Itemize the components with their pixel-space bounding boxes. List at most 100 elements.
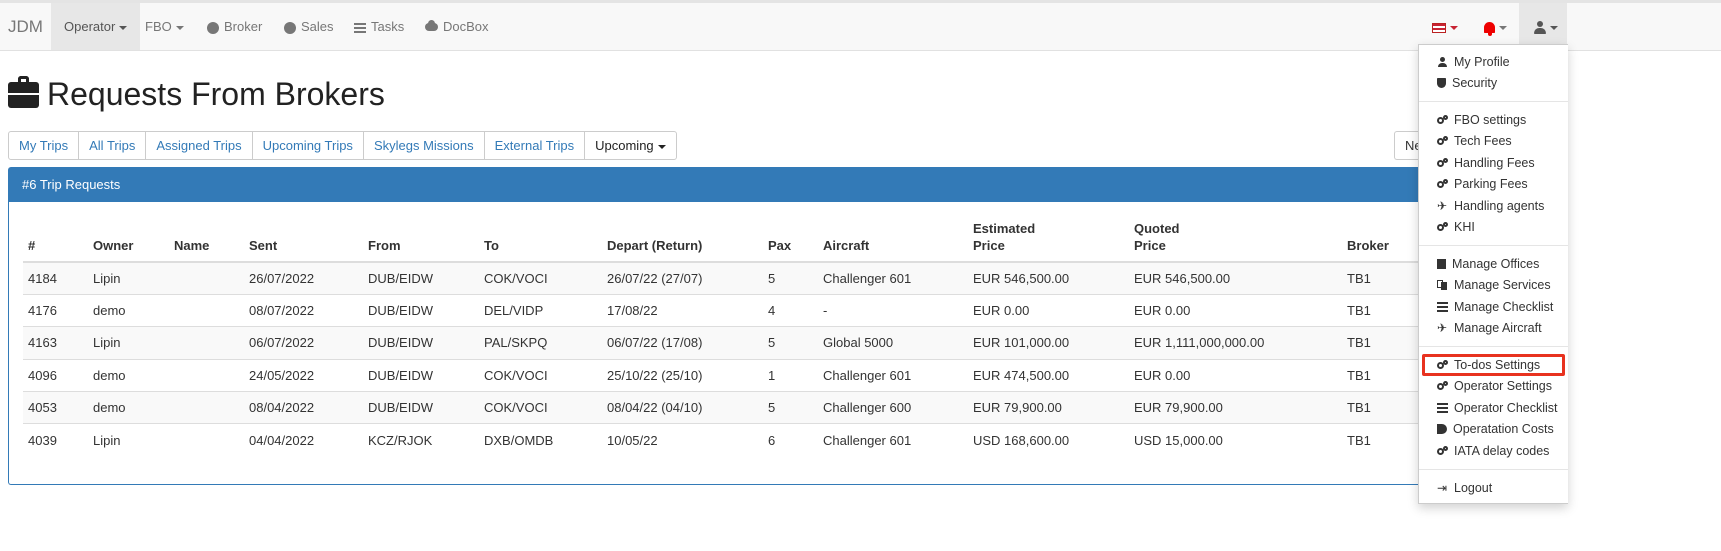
- col-header-sent[interactable]: Sent: [249, 220, 368, 263]
- tab-upcoming-trips[interactable]: Upcoming Trips: [251, 131, 364, 160]
- menu-label: FBO settings: [1454, 113, 1527, 127]
- col-header-to[interactable]: To: [484, 220, 607, 263]
- plane-icon: [1437, 196, 1448, 216]
- col-header-name[interactable]: Name: [174, 220, 249, 263]
- upcoming-filter-label: Upcoming: [595, 138, 654, 153]
- menu-handling-fees[interactable]: Handling Fees: [1437, 153, 1535, 173]
- menu-my-profile[interactable]: My Profile: [1437, 52, 1510, 72]
- col-header-depart[interactable]: Depart (Return): [607, 220, 768, 263]
- menu-manage-offices[interactable]: Manage Offices: [1437, 254, 1539, 274]
- cell-quoted-price: USD 15,000.00: [1134, 423, 1347, 457]
- gears-icon: [1437, 179, 1448, 189]
- caret-down-icon: [119, 25, 128, 30]
- upcoming-filter-dropdown[interactable]: Upcoming: [584, 131, 677, 160]
- menu-label: Parking Fees: [1454, 177, 1528, 191]
- menu-manage-aircraft[interactable]: Manage Aircraft: [1437, 318, 1542, 338]
- tags-icon: [1437, 424, 1447, 434]
- col-header-pax[interactable]: Pax: [768, 220, 823, 263]
- menu-tech-fees[interactable]: Tech Fees: [1437, 131, 1512, 151]
- menu-iata-delay-codes[interactable]: IATA delay codes: [1437, 441, 1549, 461]
- table-row[interactable]: 4096 demo 24/05/2022 DUB/EIDW COK/VOCI 25/10/…: [23, 358, 1421, 392]
- language-menu-toggle[interactable]: [1432, 3, 1458, 50]
- globe-icon: [207, 21, 219, 34]
- menu-todos-settings[interactable]: To-dos Settings: [1437, 355, 1540, 375]
- menu-security[interactable]: Security: [1437, 73, 1497, 93]
- nav-operator-label: Operator: [64, 19, 116, 34]
- gears-icon: [1437, 136, 1448, 146]
- menu-fbo-settings[interactable]: FBO settings: [1437, 110, 1526, 130]
- cell-pax: 5: [768, 326, 823, 360]
- cell-from: DUB/EIDW: [368, 358, 484, 392]
- cell-depart: 25/10/22 (25/10): [607, 358, 768, 392]
- notifications-toggle[interactable]: [1484, 3, 1507, 50]
- nav-sales[interactable]: Sales: [271, 3, 347, 50]
- cell-id: 4176: [23, 293, 93, 327]
- cell-estimated-price: EUR 101,000.00: [973, 326, 1134, 360]
- cell-broker: TB1: [1347, 391, 1421, 424]
- menu-manage-checklist[interactable]: Manage Checklist: [1437, 297, 1553, 317]
- tab-assigned-trips[interactable]: Assigned Trips: [145, 131, 253, 160]
- sign-out-icon: [1437, 478, 1448, 498]
- col-header-quoted-price[interactable]: Quoted Price: [1134, 220, 1347, 263]
- caret-down-icon: [1499, 25, 1507, 30]
- tab-skylegs-missions[interactable]: Skylegs Missions: [362, 131, 485, 160]
- user-dropdown-menu: My Profile Security FBO settings Tech Fe…: [1418, 44, 1568, 504]
- col-header-broker[interactable]: Broker: [1347, 220, 1421, 263]
- globe-icon: [284, 21, 296, 34]
- table-row[interactable]: 4039 Lipin 04/04/2022 KCZ/RJOK DXB/OMDB 10/05…: [23, 423, 1421, 457]
- tab-all-trips[interactable]: All Trips: [78, 131, 147, 160]
- cell-owner: Lipin: [93, 261, 174, 295]
- cell-owner: demo: [93, 358, 174, 392]
- cell-depart: 10/05/22: [607, 423, 768, 457]
- menu-parking-fees[interactable]: Parking Fees: [1437, 174, 1528, 194]
- user-icon: [1534, 21, 1546, 35]
- menu-label: Operatation Costs: [1453, 422, 1554, 436]
- table-row[interactable]: 4176 demo 08/07/2022 DUB/EIDW DEL/VIDP 17/08/…: [23, 293, 1421, 327]
- brand-logo[interactable]: JDM: [8, 17, 43, 36]
- gears-icon: [1437, 446, 1448, 456]
- menu-handling-agents[interactable]: Handling agents: [1437, 196, 1544, 216]
- cell-from: DUB/EIDW: [368, 261, 484, 295]
- menu-logout[interactable]: Logout: [1437, 478, 1492, 498]
- nav-docbox[interactable]: DocBox: [412, 3, 502, 50]
- user-menu-toggle[interactable]: [1519, 3, 1567, 50]
- menu-operation-costs[interactable]: Operatation Costs: [1437, 419, 1554, 439]
- menu-operator-checklist[interactable]: Operator Checklist: [1437, 398, 1558, 418]
- cell-from: KCZ/RJOK: [368, 423, 484, 457]
- nav-docbox-label: DocBox: [443, 19, 489, 34]
- menu-label: Operator Checklist: [1454, 401, 1558, 415]
- menu-label: IATA delay codes: [1454, 444, 1550, 458]
- menu-label: Logout: [1454, 481, 1493, 495]
- col-header-estimated-price[interactable]: Estimated Price: [973, 220, 1134, 263]
- menu-khi[interactable]: KHI: [1437, 217, 1475, 237]
- col-header-aircraft[interactable]: Aircraft: [823, 220, 973, 263]
- cell-aircraft: Challenger 601: [823, 261, 973, 295]
- nav-fbo[interactable]: FBO: [132, 3, 197, 50]
- cell-broker: TB1: [1347, 326, 1421, 360]
- menu-operator-settings[interactable]: Operator Settings: [1437, 376, 1552, 396]
- tab-external-trips[interactable]: External Trips: [483, 131, 586, 160]
- nav-broker[interactable]: Broker: [194, 3, 275, 50]
- cell-name: [174, 326, 249, 360]
- menu-divider: [1419, 346, 1568, 347]
- cell-id: 4053: [23, 391, 93, 424]
- nav-operator[interactable]: Operator: [51, 3, 141, 50]
- menu-label: Tech Fees: [1454, 134, 1512, 148]
- nav-tasks[interactable]: Tasks: [341, 3, 417, 50]
- table-row[interactable]: 4053 demo 08/04/2022 DUB/EIDW COK/VOCI 08/04/…: [23, 391, 1421, 424]
- caret-down-icon: [1550, 25, 1558, 30]
- menu-manage-services[interactable]: Manage Services: [1437, 275, 1551, 295]
- menu-label: To-dos Settings: [1454, 358, 1541, 372]
- menu-label: KHI: [1454, 220, 1475, 234]
- table-row[interactable]: 4163 Lipin 06/07/2022 DUB/EIDW PAL/SKPQ 06/07…: [23, 326, 1421, 360]
- col-header-owner[interactable]: Owner: [93, 220, 174, 263]
- cell-sent: 24/05/2022: [249, 358, 368, 392]
- col-header-from[interactable]: From: [368, 220, 484, 263]
- tab-my-trips[interactable]: My Trips: [8, 131, 80, 160]
- col-header-id[interactable]: #: [23, 220, 93, 263]
- cell-id: 4096: [23, 358, 93, 392]
- gears-icon: [1437, 115, 1448, 125]
- copy-icon: [1437, 280, 1448, 290]
- table-row[interactable]: 4184 Lipin 26/07/2022 DUB/EIDW COK/VOCI 26/07…: [23, 261, 1421, 295]
- menu-label: Handling Fees: [1454, 156, 1535, 170]
